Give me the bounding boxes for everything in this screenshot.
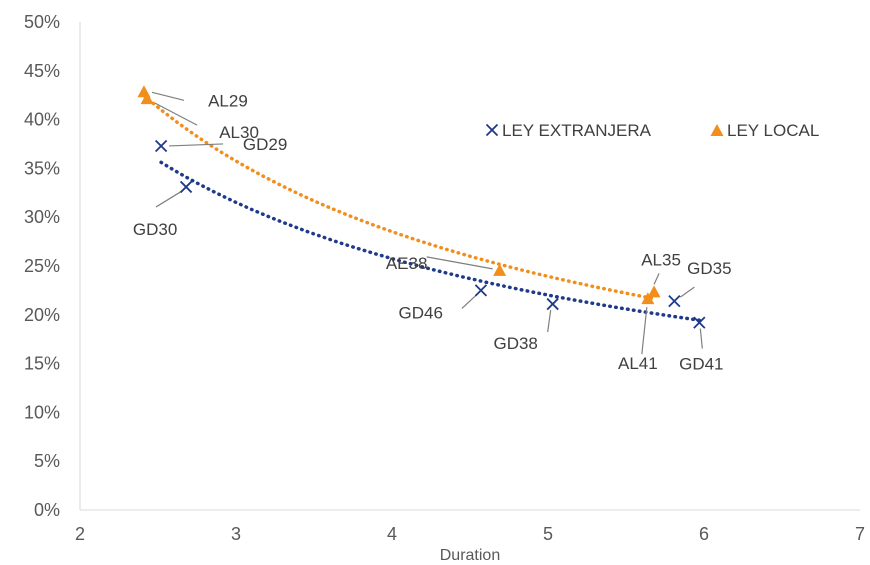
point-al35 <box>647 285 661 298</box>
leader-line-gd38 <box>547 309 552 333</box>
data-label-gd38: GD38 <box>493 334 537 353</box>
data-marks <box>137 85 706 329</box>
point-gd35 <box>668 294 681 308</box>
y-tick-label: 30% <box>24 207 60 227</box>
trendline-ley-extranjera <box>159 160 702 322</box>
data-label-gd35: GD35 <box>687 259 731 278</box>
legend-label-ley-local: LEY LOCAL <box>727 121 819 140</box>
leader-line-al29 <box>151 91 185 101</box>
leader-line-al41 <box>641 307 648 355</box>
data-label-gd30: GD30 <box>133 220 177 239</box>
y-tick-label: 45% <box>24 61 60 81</box>
y-tick-label: 20% <box>24 305 60 325</box>
y-tick-label: 0% <box>34 500 60 520</box>
point-gd29 <box>154 139 168 153</box>
data-labels: GD29 GD30 GD46 GD38 GD35 GD41 AL29 AL30 AE38 AL41… <box>133 91 732 373</box>
data-label-gd46: GD46 <box>398 303 442 322</box>
data-label-al41: AL41 <box>618 354 658 373</box>
leader-line-gd35 <box>680 286 695 298</box>
data-label-al30: AL30 <box>219 123 259 142</box>
trendline-ley-local <box>142 93 656 301</box>
x-tick-label: 3 <box>231 524 241 544</box>
point-gd38 <box>546 297 559 311</box>
y-tick-label: 10% <box>24 402 60 422</box>
point-al30 <box>140 92 154 105</box>
leader-line-gd46 <box>461 294 477 309</box>
x-tick-label: 7 <box>855 524 865 544</box>
leader-line-ae38 <box>426 256 493 270</box>
legend-marker-ley-local <box>710 124 724 136</box>
point-al41 <box>641 292 655 305</box>
y-tick-label: 25% <box>24 256 60 276</box>
x-tick-label: 5 <box>543 524 553 544</box>
data-label-al35: AL35 <box>641 250 681 269</box>
leader-line-al35 <box>653 273 660 285</box>
point-gd30 <box>179 180 193 194</box>
data-label-gd29: GD29 <box>243 135 287 154</box>
x-tick-label: 6 <box>699 524 709 544</box>
y-tick-label: 50% <box>24 12 60 32</box>
legend: LEY EXTRANJERA LEY LOCAL <box>485 121 819 140</box>
legend-label-ley-extranjera: LEY EXTRANJERA <box>502 121 652 140</box>
x-tick-label: 4 <box>387 524 397 544</box>
x-axis-title: Duration <box>440 547 500 564</box>
leader-line-gd29 <box>169 143 224 147</box>
point-ae38 <box>493 263 507 276</box>
data-label-ae38: AE38 <box>386 254 428 273</box>
trendlines <box>142 93 702 322</box>
y-tick-label: 15% <box>24 354 60 374</box>
point-gd41 <box>693 316 706 329</box>
y-tick-label: 5% <box>34 451 60 471</box>
x-tick-label: 2 <box>75 524 85 544</box>
legend-marker-ley-extranjera <box>485 123 499 137</box>
leader-line-al30 <box>154 102 198 126</box>
data-label-gd41: GD41 <box>679 355 723 374</box>
axes: 0% 5% 10% 15% 20% 25% 30% 35% 40% 45% 50% 2 3 4 5 6 7 Dur… <box>24 12 865 564</box>
data-label-al29: AL29 <box>208 91 248 110</box>
leader-line-gd41 <box>699 328 703 349</box>
label-leader-lines <box>151 91 703 355</box>
y-tick-label: 35% <box>24 158 60 178</box>
y-tick-label: 40% <box>24 110 60 130</box>
leader-line-gd30 <box>155 190 183 208</box>
point-gd46 <box>474 284 488 297</box>
